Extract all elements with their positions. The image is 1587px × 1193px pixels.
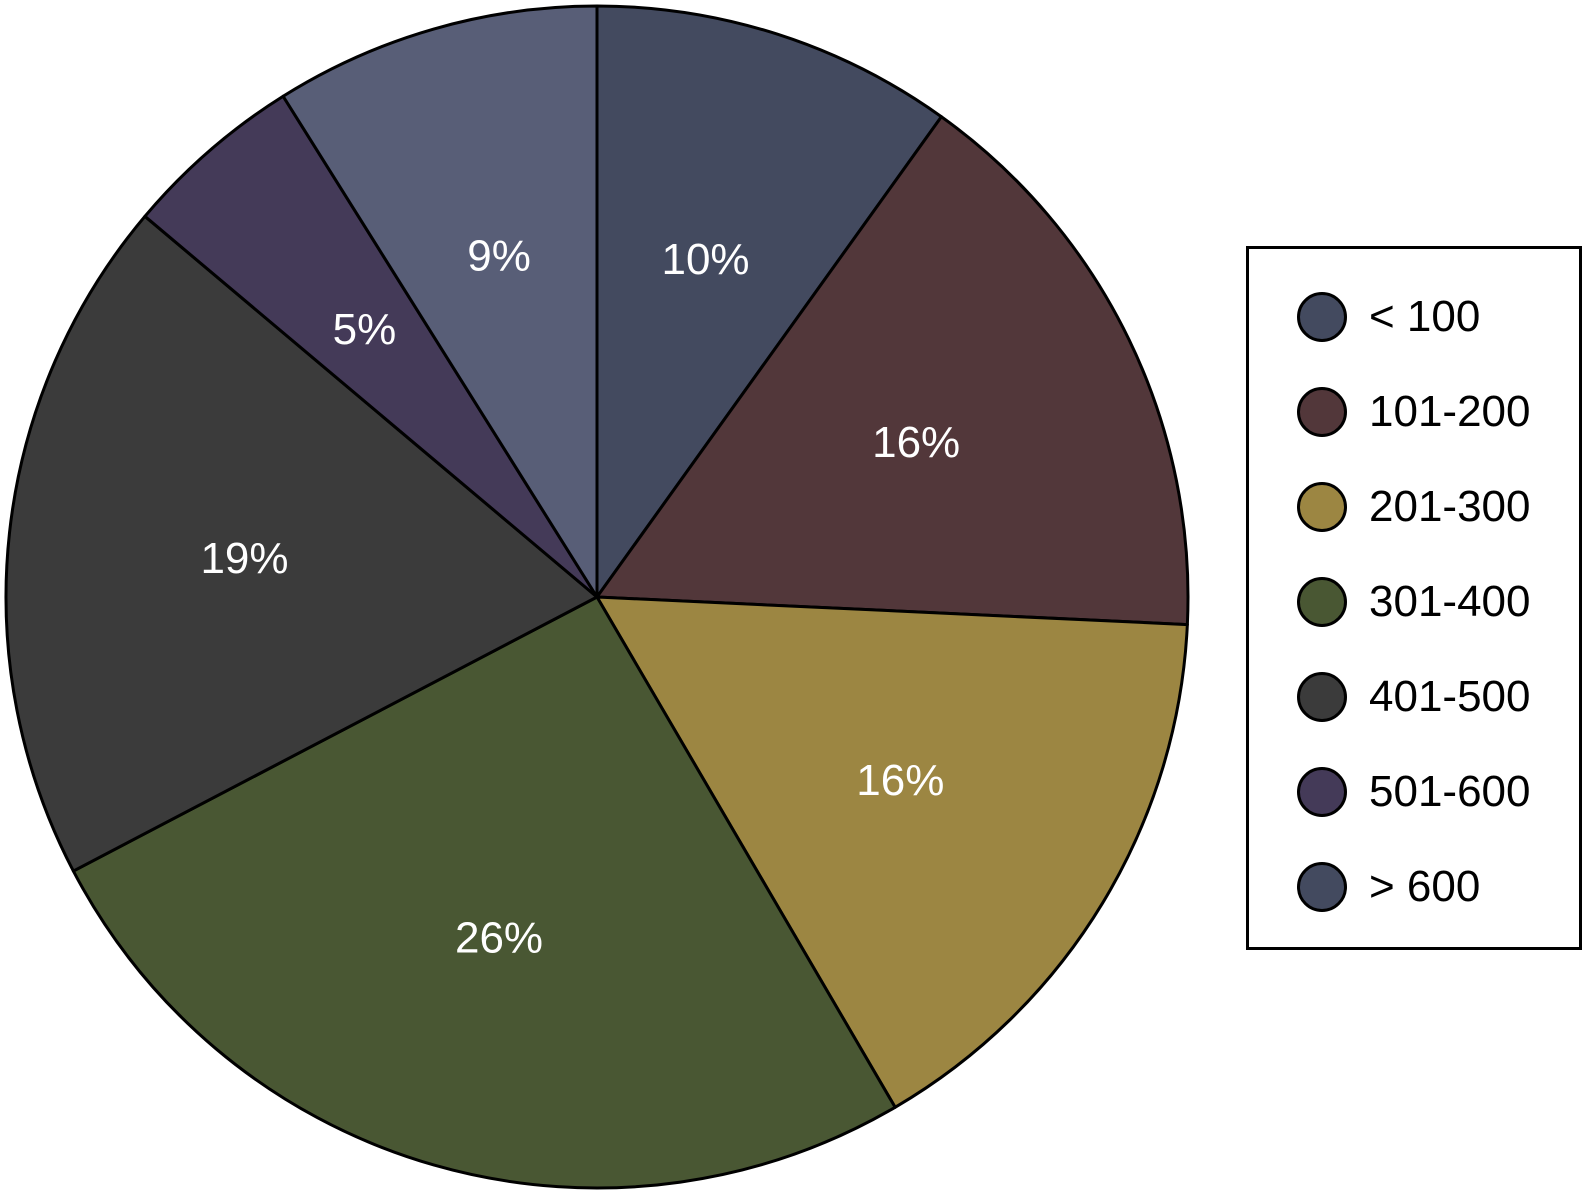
legend-item: > 600 (1297, 857, 1480, 917)
legend-swatch (1297, 577, 1347, 627)
legend-label: 401-500 (1369, 672, 1531, 721)
pie-slice-2 (595, 115, 1190, 627)
legend-item: 201-300 (1297, 477, 1530, 537)
legend-item: 501-600 (1297, 762, 1530, 822)
slice-percent-label: 9% (467, 232, 531, 281)
pie-slice-1 (595, 4, 943, 599)
pie-slice-6 (143, 94, 599, 599)
pie-slice-labels: 10% 16% 16% 26% 19% 5% 9% (200, 232, 960, 963)
pie-slice-5 (4, 214, 599, 873)
pie-slice-3 (595, 595, 1189, 1109)
slice-percent-label: 16% (856, 756, 944, 805)
slice-percent-label: 5% (333, 305, 397, 354)
slice-percent-label: 26% (455, 913, 543, 962)
legend-item: 401-500 (1297, 667, 1530, 727)
legend-item: < 100 (1297, 287, 1480, 347)
pie-slices (4, 4, 1190, 1190)
slice-percent-label: 16% (872, 418, 960, 467)
legend-swatch (1297, 672, 1347, 722)
slice-percent-label: 19% (200, 534, 288, 583)
pie-slice-4 (71, 595, 897, 1190)
legend-swatch (1297, 862, 1347, 912)
legend-label: < 100 (1369, 292, 1481, 341)
legend: < 100 101-200 201-300 301-400 401-500 501-600… (1246, 246, 1582, 950)
legend-swatch (1297, 292, 1347, 342)
legend-item: 301-400 (1297, 572, 1530, 632)
legend-swatch (1297, 767, 1347, 817)
legend-swatch (1297, 482, 1347, 532)
legend-label: 501-600 (1369, 767, 1531, 816)
pie-slice-7 (281, 4, 599, 599)
slice-percent-label: 10% (661, 235, 749, 284)
legend-swatch (1297, 387, 1347, 437)
legend-label: > 600 (1369, 862, 1481, 911)
legend-item: 101-200 (1297, 382, 1530, 442)
legend-label: 301-400 (1369, 577, 1531, 626)
legend-label: 101-200 (1369, 387, 1531, 436)
legend-label: 201-300 (1369, 482, 1531, 531)
